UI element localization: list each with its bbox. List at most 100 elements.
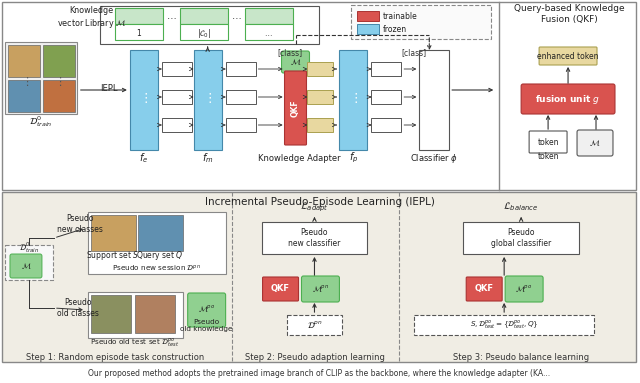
Text: fusion unit $g$: fusion unit $g$ — [536, 93, 601, 105]
Text: 1: 1 — [136, 28, 141, 38]
Text: QKF: QKF — [475, 285, 493, 293]
Text: Pseudo
global classifier: Pseudo global classifier — [491, 228, 551, 248]
Text: $f_m$: $f_m$ — [202, 151, 213, 165]
FancyBboxPatch shape — [539, 47, 597, 65]
Text: $\mathcal{M}$: $\mathcal{M}$ — [589, 138, 601, 148]
Bar — [162, 62, 192, 76]
Bar — [226, 62, 255, 76]
Bar — [307, 118, 333, 132]
FancyBboxPatch shape — [10, 254, 42, 278]
Bar — [5, 42, 77, 114]
Text: Pseudo
new classifier: Pseudo new classifier — [288, 228, 340, 248]
FancyBboxPatch shape — [577, 130, 613, 156]
Bar — [307, 90, 333, 104]
Bar — [287, 315, 342, 335]
Bar — [43, 45, 75, 77]
Text: QKF: QKF — [291, 99, 300, 117]
Bar — [115, 24, 163, 40]
Bar — [88, 292, 182, 338]
Text: $\vdots$: $\vdots$ — [349, 91, 358, 105]
Bar — [463, 222, 579, 254]
Bar — [5, 245, 53, 280]
Text: Step 1: Random episode task construction: Step 1: Random episode task construction — [26, 354, 204, 362]
Bar — [180, 8, 228, 24]
Bar — [226, 118, 255, 132]
Text: $S, \mathcal{D}^{po}_{test}=\{\mathcal{D}^{po}_{test}, Q\}$: $S, \mathcal{D}^{po}_{test}=\{\mathcal{D… — [470, 319, 538, 332]
Bar — [91, 295, 131, 333]
Bar — [371, 90, 401, 104]
Bar — [339, 50, 367, 150]
FancyBboxPatch shape — [529, 131, 567, 153]
Bar — [262, 222, 367, 254]
Bar — [244, 8, 292, 24]
Text: Our proposed method adopts the pretrained image branch of CLIP as the backbone, : Our proposed method adopts the pretraine… — [88, 370, 550, 378]
Text: $\mathcal{L}_{adapt}$: $\mathcal{L}_{adapt}$ — [300, 200, 329, 214]
Text: $\mathcal{M}^{po}$: $\mathcal{M}^{po}$ — [198, 303, 216, 314]
Text: $f_p$: $f_p$ — [349, 151, 358, 165]
FancyBboxPatch shape — [301, 276, 339, 302]
Text: $\mathcal{M}$: $\mathcal{M}$ — [290, 57, 301, 67]
Bar — [180, 24, 228, 40]
Text: enhanced token: enhanced token — [538, 51, 599, 61]
Text: $\vdots$: $\vdots$ — [21, 75, 29, 87]
Text: Pseudo
old classes: Pseudo old classes — [57, 298, 99, 318]
Bar — [2, 192, 636, 362]
Text: frozen: frozen — [382, 25, 406, 33]
Bar — [100, 6, 319, 44]
Bar — [307, 62, 333, 76]
Text: Query-based Knowledge
Fusion (QKF): Query-based Knowledge Fusion (QKF) — [514, 4, 625, 24]
FancyBboxPatch shape — [285, 71, 307, 145]
Text: Pseudo old test set $\mathcal{D}^{po}_{test}$: Pseudo old test set $\mathcal{D}^{po}_{t… — [90, 337, 179, 350]
Bar — [371, 118, 401, 132]
Text: Pseudo
old knowledge: Pseudo old knowledge — [180, 319, 233, 332]
Text: $\vdots$: $\vdots$ — [204, 91, 212, 105]
Text: $\mathcal{D}^0_{train}$: $\mathcal{D}^0_{train}$ — [19, 241, 39, 255]
Bar — [8, 80, 40, 112]
Text: IEPL: IEPL — [100, 83, 117, 93]
Text: Knowledge Adapter: Knowledge Adapter — [258, 154, 341, 162]
FancyBboxPatch shape — [505, 276, 543, 302]
Text: $\ldots$: $\ldots$ — [264, 28, 273, 38]
FancyBboxPatch shape — [262, 277, 298, 301]
Bar — [138, 215, 182, 251]
Text: $\mathcal{L}_{balance}$: $\mathcal{L}_{balance}$ — [504, 201, 539, 213]
Bar — [43, 80, 75, 112]
Text: Step 3: Pseudo balance learning: Step 3: Pseudo balance learning — [453, 354, 589, 362]
Bar — [371, 62, 401, 76]
Bar — [419, 50, 449, 150]
Text: $\vdots$: $\vdots$ — [54, 75, 62, 87]
Bar — [130, 50, 157, 150]
Text: token: token — [538, 152, 559, 160]
Bar — [162, 90, 192, 104]
Text: QKF: QKF — [271, 285, 290, 293]
Text: $\vdots$: $\vdots$ — [140, 91, 148, 105]
Text: [class]: [class] — [277, 49, 302, 57]
Bar — [194, 50, 221, 150]
Bar — [91, 215, 136, 251]
Text: Knowledge
vector Library $\mathcal{M}$: Knowledge vector Library $\mathcal{M}$ — [57, 6, 126, 30]
Text: [class]: [class] — [402, 49, 427, 57]
Bar — [88, 212, 226, 274]
Bar — [8, 45, 40, 77]
Text: $\mathcal{D}^0_{train}$: $\mathcal{D}^0_{train}$ — [29, 115, 52, 129]
Bar — [162, 118, 192, 132]
Bar — [244, 24, 292, 40]
Bar — [357, 11, 380, 21]
Text: $\mathcal{M}^{po}$: $\mathcal{M}^{po}$ — [515, 283, 533, 295]
Text: trainable: trainable — [382, 11, 417, 21]
Text: Classifier $\phi$: Classifier $\phi$ — [410, 152, 458, 165]
Bar — [414, 315, 594, 335]
Bar — [115, 8, 163, 24]
Text: $\mathcal{D}^{pn}$: $\mathcal{D}^{pn}$ — [307, 319, 323, 331]
Text: $\mathcal{M}$: $\mathcal{M}$ — [20, 261, 31, 271]
Bar — [135, 295, 175, 333]
FancyBboxPatch shape — [282, 51, 310, 73]
Text: Query set $Q$: Query set $Q$ — [136, 249, 184, 262]
Bar — [357, 24, 380, 34]
Text: Step 2: Pseudo adaption learning: Step 2: Pseudo adaption learning — [244, 354, 385, 362]
Text: $\ldots$: $\ldots$ — [166, 11, 177, 21]
Text: Pseudo new session $\mathcal{D}^{pn}$: Pseudo new session $\mathcal{D}^{pn}$ — [112, 263, 201, 273]
FancyBboxPatch shape — [188, 293, 226, 327]
Text: Incremental Pseudo-Episode Learning (IEPL): Incremental Pseudo-Episode Learning (IEP… — [205, 197, 435, 207]
Text: $\mathcal{M}^{pn}$: $\mathcal{M}^{pn}$ — [312, 283, 329, 295]
